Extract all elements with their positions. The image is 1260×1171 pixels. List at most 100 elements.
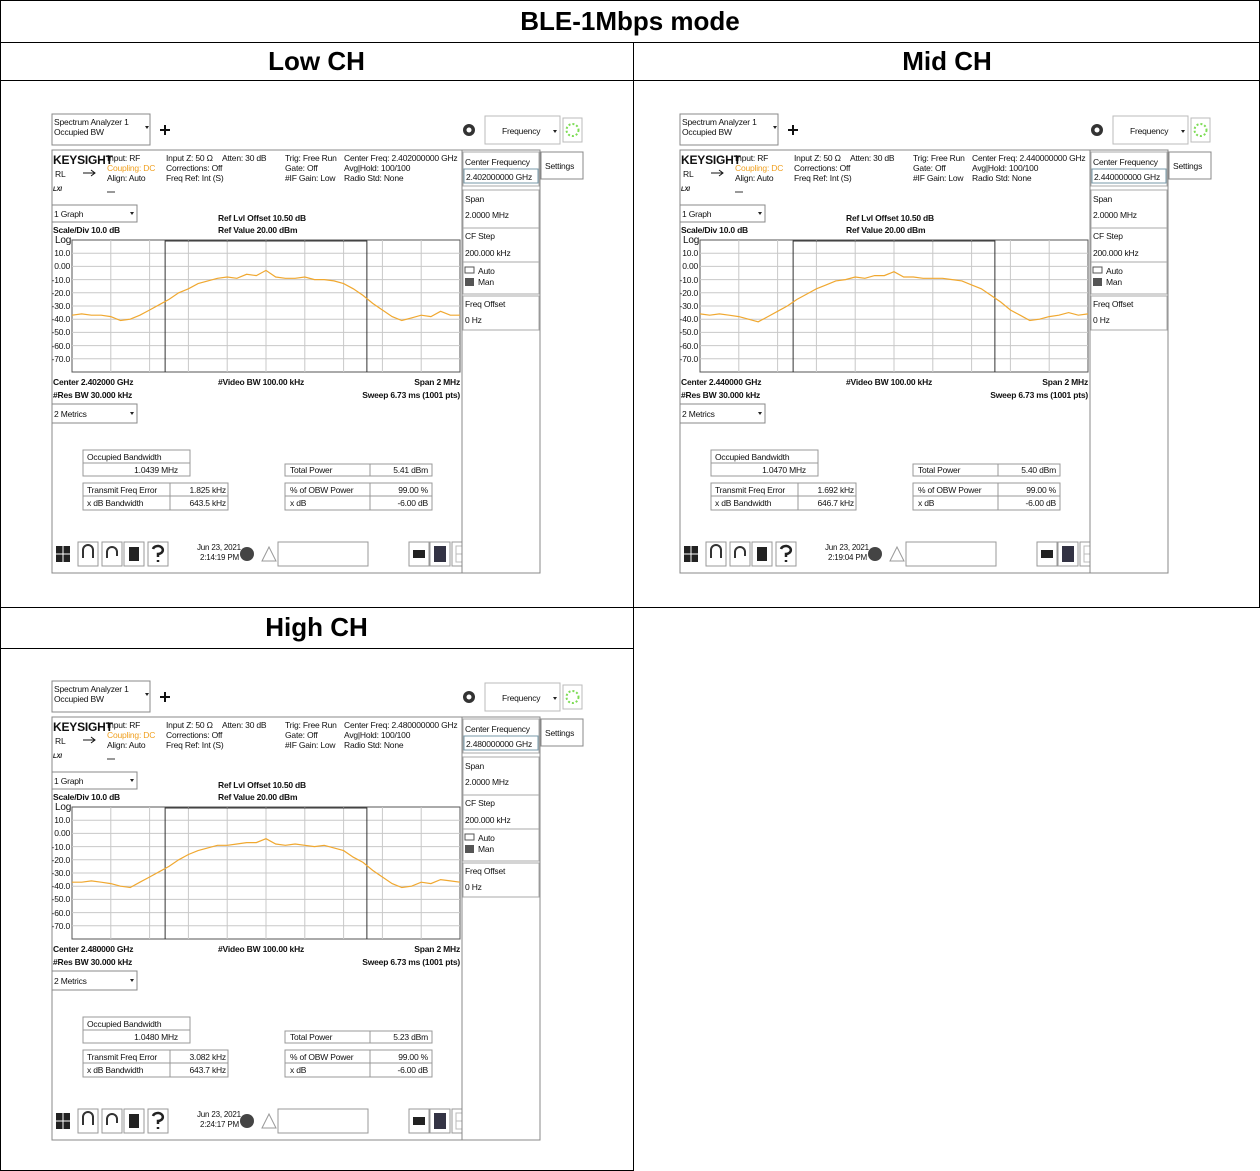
text: Span [465, 194, 484, 204]
chat-icon [240, 1114, 254, 1128]
text: Input: RF [735, 153, 768, 163]
text: 2 Metrics [682, 409, 715, 419]
text: -10.0 [498, 275, 698, 285]
man-box [1093, 278, 1102, 286]
text: Center Frequency [465, 724, 530, 734]
text: Align: Auto [107, 740, 145, 750]
chat-icon [240, 547, 254, 561]
rf-arrow [83, 170, 95, 176]
text: CF Step [465, 798, 495, 808]
text: 643.5 kHz [26, 498, 226, 508]
touch-glyph [434, 546, 446, 562]
column-header: High CH [0, 612, 633, 642]
man-box [465, 845, 474, 853]
text: Center Freq: 2.480000000 GHz [344, 720, 457, 730]
text: Corrections: Off [794, 163, 850, 173]
text: 0.00 [0, 828, 70, 838]
text: Jun 23, 2021 [197, 543, 241, 553]
text: LXI [53, 185, 62, 195]
text: #IF Gain: Low [285, 740, 335, 750]
text: 2:19:04 PM [828, 553, 867, 563]
text: 0 Hz [465, 882, 482, 892]
text: Center 2.402000 GHz [53, 377, 133, 387]
text: Span [465, 761, 484, 771]
chat-icon [868, 547, 882, 561]
keyboard-glyph [413, 1117, 425, 1125]
rule [0, 607, 1260, 608]
text: Input Z: 50 Ω [166, 720, 213, 730]
brand: KEYSIGHT [681, 154, 741, 167]
text: 10.0 [0, 815, 70, 825]
text: -30.0 [498, 301, 698, 311]
text: CF Step [465, 231, 495, 241]
text: -6.00 dB [228, 1065, 428, 1075]
auto-box [1093, 267, 1102, 273]
page: BLE-1Mbps mode Low CH Mid CH High CH 10.… [0, 0, 1260, 1171]
keyboard-glyph [1041, 550, 1053, 558]
text: Occupied BW [54, 127, 104, 137]
rule [0, 42, 1260, 43]
rf-arrow [711, 170, 723, 176]
file-glyph [129, 547, 139, 561]
text: Settings [1173, 161, 1202, 171]
message-field [906, 542, 996, 566]
text: Trig: Free Run [913, 153, 965, 163]
text: 0 Hz [465, 315, 482, 325]
text: 2:14:19 PM [200, 553, 239, 563]
text: Coupling: DC [735, 163, 783, 173]
text: 10.0 [498, 248, 698, 258]
alert-icon [890, 547, 904, 561]
text: Input: RF [107, 153, 140, 163]
text: Scale/Div 10.0 dB [53, 792, 120, 802]
text: Align: Auto [107, 173, 145, 183]
text: 643.7 kHz [26, 1065, 226, 1075]
text: Gate: Off [285, 730, 318, 740]
text: 1.825 kHz [26, 485, 226, 495]
page-title: BLE-1Mbps mode [0, 6, 1260, 36]
text: Settings [545, 728, 574, 738]
text: 646.7 kHz [654, 498, 854, 508]
text: 5.40 dBm [856, 465, 1056, 475]
text: -70.0 [0, 921, 70, 931]
text: Center Freq: 2.440000000 GHz [972, 153, 1085, 163]
text: 5.41 dBm [228, 465, 428, 475]
text: Radio Std: None [344, 173, 403, 183]
text: Log [55, 803, 71, 813]
text: -20.0 [0, 855, 70, 865]
analyzer-screen: 10.00.00-10.0-20.0-30.0-40.0-50.0-60.0-7… [50, 679, 586, 1142]
gear-hole [467, 128, 472, 133]
text: 2.0000 MHz [465, 777, 509, 787]
text: Ref Value 20.00 dBm [218, 225, 297, 235]
add-tab [160, 125, 170, 135]
text: 99.00 % [228, 485, 428, 495]
rule [633, 42, 634, 1171]
text: Occupied BW [682, 127, 732, 137]
text: 3.082 kHz [26, 1052, 226, 1062]
text: Span 2 MHz [888, 377, 1088, 387]
text: Frequency [502, 126, 540, 136]
text: Occupied Bandwidth [715, 452, 789, 462]
text: -50.0 [0, 894, 70, 904]
analyzer-screen: 10.00.00-10.0-20.0-30.0-40.0-50.0-60.0-7… [678, 112, 1214, 575]
text: 1.0439 MHz [0, 465, 178, 475]
rule [0, 648, 634, 649]
text: RL [55, 736, 65, 746]
text: Ref Lvl Offset 10.50 dB [218, 780, 306, 790]
text: Coupling: DC [107, 163, 155, 173]
text: Corrections: Off [166, 163, 222, 173]
gear-hole [467, 695, 472, 700]
text: #IF Gain: Low [285, 173, 335, 183]
text: #Res BW 30.000 kHz [681, 390, 760, 400]
text: Atten: 30 dB [222, 720, 266, 730]
text: Freq Ref: Int (S) [166, 173, 224, 183]
text: 2.480000000 GHz [466, 739, 532, 749]
auto-box [465, 834, 474, 840]
text: Input Z: 50 Ω [166, 153, 213, 163]
text: RL [55, 169, 65, 179]
text: -10.0 [0, 842, 70, 852]
text: Auto [1106, 266, 1123, 276]
text: -6.00 dB [228, 498, 428, 508]
add-tab [160, 692, 170, 702]
text: 2.0000 MHz [465, 210, 509, 220]
text: Spectrum Analyzer 1 [54, 684, 129, 694]
